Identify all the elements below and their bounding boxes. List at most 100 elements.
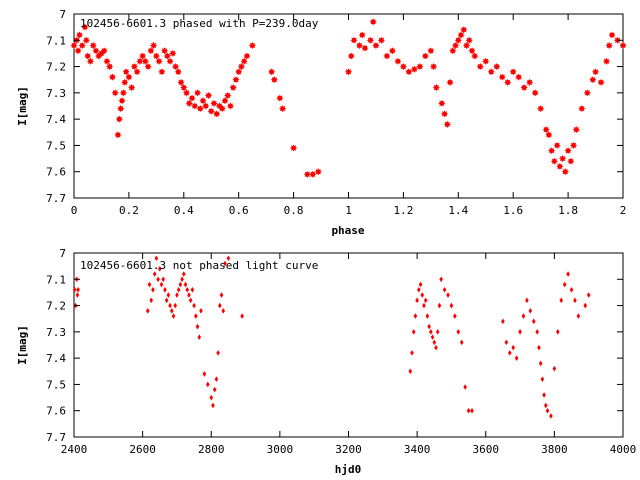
y-tick-label: 7.5 (46, 378, 66, 391)
data-point (183, 281, 188, 288)
data-point (388, 47, 397, 55)
data-point (221, 97, 229, 105)
data-point (117, 105, 125, 113)
data-point (361, 44, 369, 52)
data-point (76, 287, 80, 293)
data-point (192, 302, 196, 309)
plot-area (73, 252, 624, 438)
data-point (118, 97, 126, 105)
data-point (235, 68, 243, 76)
data-point (160, 47, 169, 55)
data-point (240, 57, 248, 65)
data-point (187, 292, 191, 298)
data-point (136, 57, 144, 65)
y-tick-label: 7.6 (46, 405, 66, 418)
data-point (86, 57, 95, 65)
y-tick-label: 7.3 (46, 87, 66, 100)
data-point (520, 84, 528, 92)
data-point (569, 141, 578, 150)
data-point (471, 52, 479, 60)
x-tick-label: 1.4 (448, 204, 468, 217)
data-point (504, 339, 509, 346)
data-point (369, 18, 377, 26)
data-point (504, 78, 512, 86)
data-point (210, 99, 218, 107)
data-point (155, 57, 163, 65)
data-point (453, 313, 457, 319)
data-point (82, 36, 90, 44)
data-point (199, 308, 203, 314)
chart-title: 102456-6601.3 phased with P=239.0day (80, 17, 319, 30)
data-point (103, 57, 111, 65)
data-point (276, 94, 284, 102)
data-point (174, 68, 182, 76)
data-point (218, 302, 222, 309)
x-tick-label: 4000 (610, 443, 637, 456)
data-point (569, 287, 574, 293)
y-tick-label: 7 (59, 8, 66, 21)
data-point (202, 371, 207, 377)
data-point (188, 94, 196, 102)
y-axis-ticks: 7 7.1 7.2 7.3 7.4 7.5 7.6 7.7 (46, 8, 623, 205)
y-tick-label: 7.3 (46, 326, 66, 339)
data-point (92, 47, 100, 55)
data-point (156, 276, 160, 283)
data-point (248, 41, 257, 50)
data-point (487, 68, 495, 76)
data-point (115, 115, 123, 123)
data-point (545, 407, 550, 414)
data-point (537, 105, 545, 113)
data-point (501, 318, 505, 325)
data-point (421, 52, 429, 60)
data-point (175, 292, 179, 298)
data-point (121, 78, 129, 86)
data-point (108, 73, 117, 81)
data-point (125, 73, 133, 81)
data-point (268, 68, 276, 76)
y-tick-label: 7.1 (46, 273, 66, 286)
y-tick-label: 7.4 (46, 352, 66, 365)
y-tick-label: 7.2 (46, 300, 66, 313)
data-point (152, 52, 160, 60)
data-point (219, 292, 224, 298)
data-point (130, 62, 138, 71)
data-point (224, 91, 232, 100)
data-point (418, 281, 423, 288)
data-point (114, 131, 122, 139)
data-point (221, 308, 226, 314)
data-point (432, 339, 437, 346)
data-point (542, 392, 546, 398)
data-point (232, 76, 240, 84)
data-point (223, 260, 227, 267)
data-point (470, 407, 474, 414)
data-point (432, 84, 440, 92)
data-point (410, 65, 418, 73)
data-point (180, 84, 188, 92)
x-tick-label: 2 (620, 204, 627, 217)
y-axis-label: I[mag] (16, 325, 29, 365)
data-point (154, 255, 159, 262)
data-point (70, 41, 78, 50)
data-point (578, 105, 586, 113)
data-point (526, 78, 534, 86)
data-point (531, 89, 539, 97)
data-point (545, 131, 553, 139)
data-point (211, 402, 215, 409)
data-point (597, 78, 605, 86)
data-point (509, 68, 517, 76)
data-point (550, 157, 558, 165)
data-point (237, 62, 246, 71)
data-point (476, 62, 484, 71)
data-point (468, 47, 476, 55)
data-point (561, 168, 569, 176)
y-tick-label: 7.6 (46, 166, 66, 179)
data-point (243, 52, 251, 60)
data-point (586, 292, 591, 298)
data-point (290, 144, 298, 152)
data-point (347, 52, 355, 60)
data-point (451, 41, 460, 50)
data-point (89, 41, 97, 50)
data-point (430, 334, 435, 340)
x-tick-label: 1 (345, 204, 352, 217)
data-point (188, 297, 193, 304)
